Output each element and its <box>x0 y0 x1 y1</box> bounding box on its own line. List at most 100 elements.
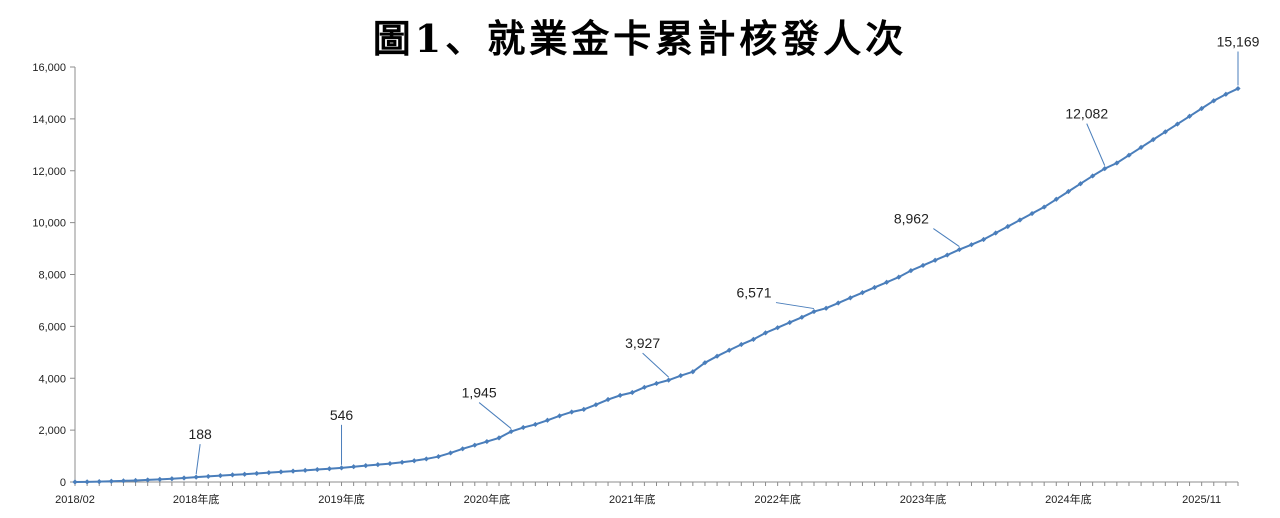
data-point <box>1053 196 1059 202</box>
data-point <box>72 479 78 485</box>
data-point <box>1138 144 1144 151</box>
chart-title: 圖1、就業金卡累計核發人次 <box>372 16 908 61</box>
x-tick-label: 2022年底 <box>754 492 800 506</box>
data-point <box>1223 91 1229 97</box>
data-point <box>1162 129 1168 135</box>
data-point <box>956 246 962 253</box>
x-tick-label: 2018/02 <box>55 494 95 506</box>
data-point <box>145 477 151 483</box>
data-point <box>762 330 769 336</box>
data-point <box>859 290 866 296</box>
data-point <box>1065 188 1071 195</box>
annotation-layer: 188 546 1,945 3,927 6,571 8,962 12,082 15,169 <box>188 34 1260 475</box>
data-point <box>944 252 950 258</box>
data-point <box>484 438 490 445</box>
data-point <box>1029 210 1035 217</box>
data-point <box>1174 121 1181 127</box>
data-point <box>302 467 308 473</box>
data-point <box>193 474 199 480</box>
x-tick-label: 2020年底 <box>464 492 510 506</box>
x-tick-label: 2021年底 <box>609 492 655 506</box>
data-point <box>96 479 102 485</box>
data-point <box>278 469 284 475</box>
data-point <box>750 336 757 342</box>
data-point <box>1126 152 1132 158</box>
y-tick-label: 4,000 <box>38 373 66 385</box>
data-point <box>84 479 90 485</box>
data-point <box>338 465 345 471</box>
data-point <box>1090 173 1096 179</box>
data-point <box>242 471 248 477</box>
data-point <box>629 389 635 396</box>
data-point <box>205 473 211 480</box>
y-tick-label: 8,000 <box>38 270 66 282</box>
data-point <box>641 384 647 390</box>
data-point <box>835 300 841 306</box>
data-point <box>1211 98 1217 104</box>
data-point <box>968 242 975 248</box>
data-point <box>435 453 442 460</box>
data-point <box>690 369 696 375</box>
data-point <box>363 463 369 469</box>
data-point <box>666 377 672 383</box>
data-point <box>266 470 272 476</box>
data-point <box>532 421 538 428</box>
data-point <box>1041 204 1047 210</box>
y-tick-label: 16,000 <box>32 62 66 74</box>
data-point <box>581 406 587 412</box>
y-tick-label: 2,000 <box>38 425 66 437</box>
data-label: 12,082 <box>1065 106 1108 122</box>
data-point <box>678 373 684 379</box>
data-point <box>351 464 357 470</box>
data-point <box>714 353 720 359</box>
data-point <box>775 325 781 331</box>
data-label: 546 <box>330 407 354 423</box>
data-point <box>1235 85 1241 92</box>
data-point <box>653 380 660 387</box>
data-point <box>229 472 236 478</box>
data-point <box>847 295 853 301</box>
data-point <box>1005 223 1011 230</box>
data-point <box>290 468 296 474</box>
annotation-leader <box>642 352 669 378</box>
data-point <box>1199 105 1205 112</box>
annotation-leader <box>195 444 201 475</box>
data-point <box>157 476 163 483</box>
data-point <box>569 409 575 415</box>
data-point <box>896 274 902 280</box>
annotation-leader <box>1086 123 1106 166</box>
data-point <box>1150 137 1156 143</box>
data-point <box>738 341 744 348</box>
data-point <box>823 305 829 311</box>
data-point <box>496 435 502 441</box>
data-point <box>932 257 938 263</box>
data-point <box>375 462 381 468</box>
data-point <box>447 450 454 456</box>
y-tick-label: 14,000 <box>32 114 66 126</box>
series-layer <box>72 85 1241 485</box>
data-point <box>314 466 320 473</box>
data-point <box>108 478 114 484</box>
data-point <box>217 473 223 479</box>
y-tick-label: 12,000 <box>32 166 66 178</box>
data-point <box>617 392 623 398</box>
data-point <box>556 413 563 419</box>
data-label: 188 <box>188 426 212 442</box>
data-point <box>399 459 405 465</box>
data-point <box>1114 160 1120 166</box>
data-point <box>254 470 260 477</box>
x-tick-label: 2025/11 <box>1182 494 1221 506</box>
data-label: 1,945 <box>462 385 497 401</box>
axes: 0 2,000 4,000 6,000 8,000 10,000 12,000 14,000 1… <box>32 62 1239 506</box>
data-point <box>423 456 429 462</box>
data-point <box>411 458 417 464</box>
data-point <box>605 396 611 403</box>
data-point <box>181 475 187 481</box>
data-point <box>1077 181 1084 187</box>
data-point <box>472 442 478 448</box>
data-point <box>799 314 805 320</box>
data-point <box>544 417 551 423</box>
data-point <box>908 268 914 274</box>
data-point <box>593 402 599 408</box>
data-point <box>980 236 987 243</box>
